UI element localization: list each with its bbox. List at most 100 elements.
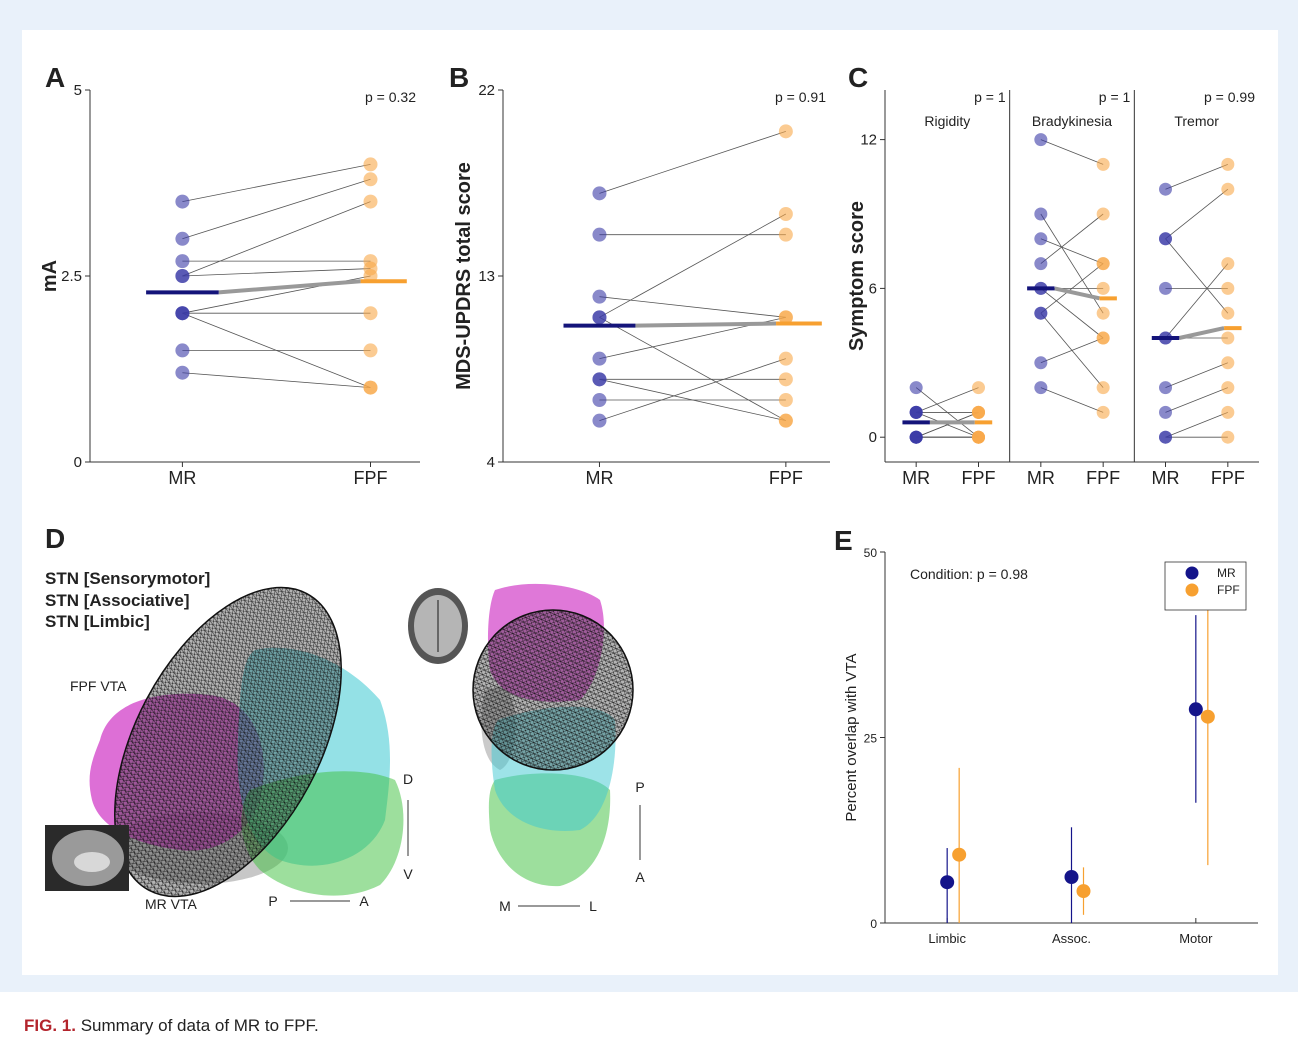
subject-line bbox=[1165, 238, 1229, 314]
subject-line bbox=[1165, 412, 1228, 438]
mean-connector bbox=[218, 279, 361, 295]
y-axis-label: mA bbox=[39, 260, 61, 292]
vta-label: FPF VTA bbox=[70, 678, 127, 694]
subject-dot bbox=[778, 393, 793, 407]
panel-label: B bbox=[449, 62, 469, 93]
subject-dot bbox=[363, 343, 378, 358]
subject-dot bbox=[1159, 232, 1172, 246]
subject-dot bbox=[175, 254, 190, 269]
subjects bbox=[175, 157, 378, 395]
legend-marker bbox=[1185, 566, 1199, 580]
subject-dot bbox=[1221, 182, 1235, 196]
orientation-label: P bbox=[635, 779, 644, 795]
subject-dot bbox=[592, 227, 607, 242]
subject-line bbox=[599, 358, 786, 422]
fpf-vta bbox=[472, 609, 634, 771]
subject-dot bbox=[1034, 306, 1048, 320]
annotation: Condition: p = 0.98 bbox=[910, 566, 1028, 582]
subject-dot bbox=[909, 381, 923, 395]
orientation-label: L bbox=[589, 898, 597, 914]
subject-dot bbox=[592, 310, 607, 325]
subject-dot bbox=[592, 289, 607, 304]
mean-connector bbox=[635, 321, 777, 328]
x-tick-label: MR bbox=[585, 468, 613, 488]
point bbox=[940, 875, 955, 890]
x-tick-label: Motor bbox=[1179, 931, 1213, 946]
y-tick-label: 22 bbox=[478, 82, 495, 99]
legend-label: MR bbox=[1217, 566, 1236, 580]
y-tick-label: 5 bbox=[74, 82, 82, 99]
y-tick-label: 6 bbox=[869, 280, 877, 297]
subject-dot bbox=[175, 365, 190, 380]
subject-dot bbox=[363, 157, 378, 172]
subject-dot bbox=[1034, 232, 1048, 246]
subject-line bbox=[1040, 337, 1104, 364]
orientation-label: D bbox=[403, 771, 413, 787]
subject-dot bbox=[363, 306, 378, 321]
subject-dot bbox=[1221, 281, 1235, 295]
subject-line bbox=[599, 316, 787, 422]
y-tick-label: 12 bbox=[860, 132, 877, 149]
region-legend: STN [Sensorymotor] bbox=[45, 569, 210, 588]
panel-label: D bbox=[45, 523, 65, 554]
subject-line bbox=[1040, 263, 1104, 314]
subject-dot bbox=[363, 194, 378, 209]
y-tick-label: 0 bbox=[870, 917, 877, 931]
subject-line bbox=[1165, 263, 1229, 339]
subjects bbox=[1034, 133, 1110, 419]
legend-label: FPF bbox=[1217, 583, 1240, 597]
subject-dot bbox=[1159, 182, 1172, 196]
subject-dot bbox=[778, 413, 793, 428]
y-tick-label: 0 bbox=[74, 454, 82, 471]
subject-dot bbox=[778, 372, 793, 387]
legend-marker bbox=[1185, 583, 1199, 597]
annotation: p = 1 bbox=[974, 89, 1006, 105]
subject-dot bbox=[592, 413, 607, 428]
point bbox=[1188, 702, 1203, 717]
subject-dot bbox=[909, 405, 923, 419]
subject-dot bbox=[778, 351, 793, 366]
subject-dot bbox=[1221, 356, 1235, 370]
annotation: p = 0.91 bbox=[775, 89, 826, 105]
subject-dot bbox=[1221, 331, 1235, 345]
x-tick-label: MR bbox=[1152, 468, 1180, 488]
subject-dot bbox=[1096, 331, 1110, 345]
subjects bbox=[592, 124, 793, 428]
subject-dot bbox=[778, 310, 793, 325]
subject-dot bbox=[1034, 207, 1048, 221]
y-tick-label: 2.5 bbox=[61, 268, 82, 285]
subject-dot bbox=[1159, 405, 1172, 419]
annotation: p = 0.99 bbox=[1204, 89, 1255, 105]
subject-dot bbox=[1159, 430, 1172, 444]
region-legend: STN [Limbic] bbox=[45, 612, 150, 631]
subject-dot bbox=[175, 269, 190, 283]
subject-dot bbox=[1221, 257, 1235, 271]
subject-dot bbox=[592, 186, 607, 201]
point bbox=[1064, 869, 1079, 884]
annotation: p = 1 bbox=[1099, 89, 1131, 105]
y-tick-label: 0 bbox=[869, 429, 877, 446]
subject-dot bbox=[1096, 207, 1110, 221]
subject-dot bbox=[778, 207, 793, 221]
caption-text: Summary of data of MR to FPF. bbox=[81, 1016, 319, 1035]
subject-dot bbox=[1221, 405, 1235, 419]
subject-line bbox=[182, 201, 371, 277]
subject-dot bbox=[1034, 356, 1048, 370]
subject-line bbox=[1040, 139, 1104, 165]
sagittal-brain-detail bbox=[74, 852, 110, 872]
x-tick-label: FPF bbox=[769, 468, 803, 488]
subject-dot bbox=[1221, 381, 1235, 395]
point bbox=[1200, 709, 1215, 724]
x-tick-label: FPF bbox=[354, 468, 388, 488]
subject-dot bbox=[1221, 306, 1235, 320]
x-tick-label: FPF bbox=[1211, 468, 1245, 488]
subject-dot bbox=[175, 231, 190, 246]
y-axis-label: MDS-UPDRS total score bbox=[453, 162, 475, 390]
subject-dot bbox=[592, 393, 607, 407]
x-tick-label: FPF bbox=[962, 468, 996, 488]
subject-line bbox=[916, 387, 979, 413]
subject-dot bbox=[1034, 257, 1048, 271]
x-tick-label: FPF bbox=[1086, 468, 1120, 488]
subject-dot bbox=[592, 372, 607, 387]
